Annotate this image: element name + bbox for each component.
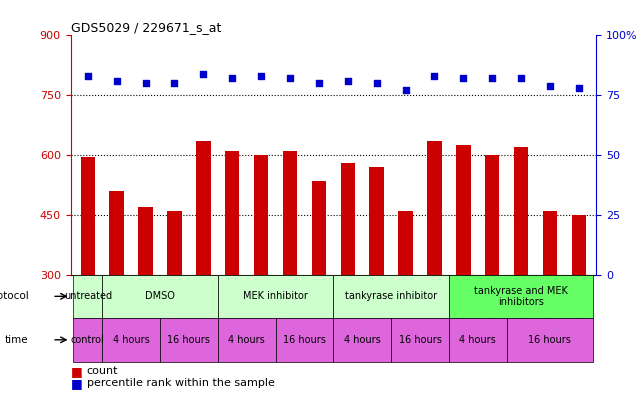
Text: time: time bbox=[5, 335, 28, 345]
Text: untreated: untreated bbox=[63, 291, 112, 301]
Bar bbox=[398, 211, 413, 275]
Bar bbox=[543, 211, 557, 275]
Bar bbox=[218, 275, 333, 318]
Text: count: count bbox=[87, 366, 118, 376]
Bar bbox=[103, 275, 218, 318]
Text: tankyrase and MEK
inhibitors: tankyrase and MEK inhibitors bbox=[474, 286, 568, 307]
Bar bbox=[160, 318, 218, 362]
Text: tankyrase inhibitor: tankyrase inhibitor bbox=[345, 291, 437, 301]
Bar bbox=[391, 318, 449, 362]
Bar bbox=[514, 147, 528, 275]
Point bbox=[169, 80, 179, 86]
Bar bbox=[369, 167, 384, 275]
Point bbox=[429, 73, 440, 79]
Bar bbox=[333, 318, 391, 362]
Text: DMSO: DMSO bbox=[145, 291, 175, 301]
Point bbox=[458, 75, 469, 82]
Point bbox=[545, 83, 555, 89]
Bar bbox=[74, 318, 103, 362]
Bar bbox=[340, 163, 355, 275]
Bar bbox=[283, 151, 297, 275]
Point bbox=[516, 75, 526, 82]
Bar bbox=[333, 275, 449, 318]
Bar bbox=[110, 191, 124, 275]
Text: percentile rank within the sample: percentile rank within the sample bbox=[87, 378, 274, 388]
Bar bbox=[138, 207, 153, 275]
Bar bbox=[449, 275, 593, 318]
Bar bbox=[218, 318, 276, 362]
Point bbox=[112, 78, 122, 84]
Bar bbox=[427, 141, 442, 275]
Text: ■: ■ bbox=[71, 365, 83, 378]
Text: 4 hours: 4 hours bbox=[113, 335, 149, 345]
Point bbox=[372, 80, 382, 86]
Point bbox=[401, 87, 411, 94]
Text: GDS5029 / 229671_s_at: GDS5029 / 229671_s_at bbox=[71, 21, 221, 34]
Bar bbox=[74, 275, 103, 318]
Bar bbox=[506, 318, 593, 362]
Text: 16 hours: 16 hours bbox=[283, 335, 326, 345]
Point bbox=[574, 85, 584, 91]
Point bbox=[313, 80, 324, 86]
Bar bbox=[572, 215, 586, 275]
Point bbox=[343, 78, 353, 84]
Bar bbox=[103, 318, 160, 362]
Point bbox=[227, 75, 237, 82]
Point bbox=[140, 80, 151, 86]
Bar bbox=[449, 318, 506, 362]
Text: 4 hours: 4 hours bbox=[460, 335, 496, 345]
Point bbox=[256, 73, 266, 79]
Point bbox=[83, 73, 93, 79]
Text: MEK inhibitor: MEK inhibitor bbox=[243, 291, 308, 301]
Bar bbox=[276, 318, 333, 362]
Point bbox=[487, 75, 497, 82]
Bar bbox=[312, 181, 326, 275]
Point bbox=[198, 70, 208, 77]
Bar bbox=[81, 157, 95, 275]
Bar bbox=[456, 145, 470, 275]
Bar bbox=[167, 211, 181, 275]
Text: 16 hours: 16 hours bbox=[399, 335, 442, 345]
Bar bbox=[225, 151, 240, 275]
Text: control: control bbox=[71, 335, 104, 345]
Bar bbox=[196, 141, 211, 275]
Text: 16 hours: 16 hours bbox=[528, 335, 571, 345]
Text: 4 hours: 4 hours bbox=[228, 335, 265, 345]
Text: ■: ■ bbox=[71, 376, 83, 390]
Bar bbox=[485, 155, 499, 275]
Text: protocol: protocol bbox=[0, 291, 28, 301]
Text: 4 hours: 4 hours bbox=[344, 335, 381, 345]
Bar bbox=[254, 155, 269, 275]
Text: 16 hours: 16 hours bbox=[167, 335, 210, 345]
Point bbox=[285, 75, 295, 82]
